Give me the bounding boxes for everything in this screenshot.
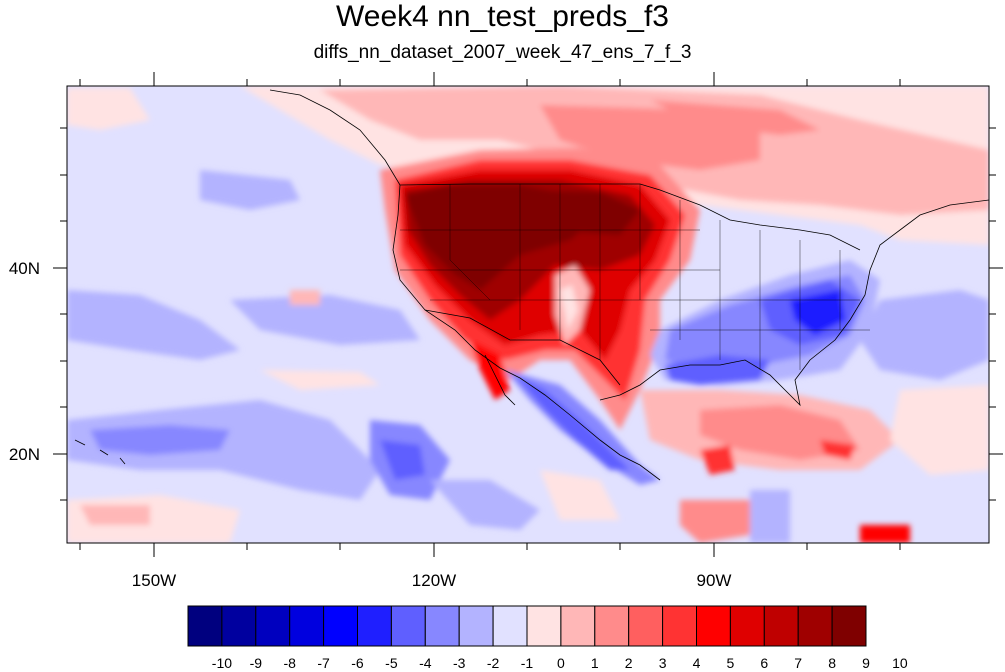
colorbar-label: 8 <box>828 655 836 671</box>
colorbar-label: 3 <box>659 655 667 671</box>
colorbar-label: 2 <box>625 655 633 671</box>
coastlines <box>74 89 989 481</box>
colorbar-box <box>662 605 697 647</box>
plot-title: Week4 nn_test_preds_f3 <box>335 0 669 33</box>
colorbar-label: 1 <box>591 655 599 671</box>
colorbar-label: 9 <box>862 655 870 671</box>
colorbar-label: 4 <box>693 655 701 671</box>
colorbar-box <box>357 605 392 647</box>
lat-label-40n: 40N <box>9 259 40 278</box>
colorbar-box <box>390 605 426 647</box>
lon-label-150w: 150W <box>132 571 176 590</box>
colorbar-box <box>187 605 223 647</box>
colorbar-label: 5 <box>727 655 735 671</box>
colorbar-label: -6 <box>351 655 364 671</box>
colorbar-box <box>221 605 257 647</box>
colorbar-label: -1 <box>521 655 534 671</box>
colorbar-box <box>594 605 630 647</box>
colorbar-label: -7 <box>317 655 330 671</box>
lon-label-90w: 90W <box>697 571 732 590</box>
colorbar-label: -10 <box>212 655 232 671</box>
colorbar-label: -3 <box>453 655 466 671</box>
lat-ticks <box>53 127 1003 501</box>
plot-subtitle: diffs_nn_dataset_2007_week_47_ens_7_f_3 <box>313 42 692 63</box>
lon-label-120w: 120W <box>412 571 456 590</box>
colorbar-box <box>729 605 765 647</box>
colorbar-box <box>526 605 562 647</box>
colorbar-box <box>560 605 596 647</box>
colorbar-label: -4 <box>419 655 432 671</box>
colorbar-box <box>255 605 291 647</box>
colorbar-label: -5 <box>385 655 398 671</box>
colorbar-label: 10 <box>892 655 908 671</box>
state-borders <box>400 184 870 370</box>
colorbar-box <box>763 605 799 647</box>
anomaly-field <box>67 86 989 543</box>
colorbar-box <box>831 605 867 647</box>
colorbar-box <box>424 605 460 647</box>
colorbar-box <box>289 605 325 647</box>
colorbar-box <box>696 605 731 647</box>
colorbar-box <box>797 605 833 647</box>
colorbar-label: -9 <box>250 655 263 671</box>
colorbar-box <box>323 605 359 647</box>
colorbar-label: 6 <box>760 655 768 671</box>
colorbar-label: 7 <box>794 655 802 671</box>
colorbar-label: -2 <box>487 655 500 671</box>
colorbar-box <box>458 605 494 647</box>
lon-ticks <box>79 72 901 557</box>
colorbar-label: 0 <box>557 655 565 671</box>
colorbar: -10 -9 -8 -7 -6 -5 -4 -3 -2 -1 0 1 2 3 4 5 6 7 8 9 10 <box>187 605 908 671</box>
colorbar-box <box>492 605 528 647</box>
lat-label-20n: 20N <box>9 445 40 464</box>
colorbar-label: -8 <box>283 655 296 671</box>
colorbar-box <box>628 605 664 647</box>
map-panel <box>67 86 989 543</box>
